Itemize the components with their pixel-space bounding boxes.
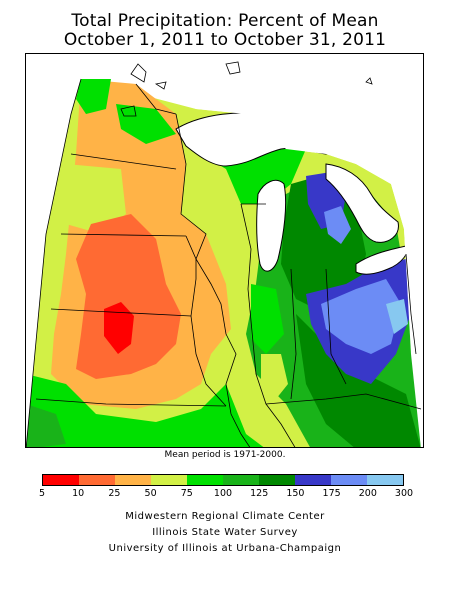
color-legend <box>42 474 404 486</box>
legend-swatch <box>151 475 187 485</box>
state-borders <box>26 78 422 447</box>
legend-swatch <box>223 475 259 485</box>
region-oh-cyan <box>386 299 408 334</box>
region-mn-light <box>66 164 126 234</box>
lake-michigan <box>256 179 287 272</box>
map-title-line2: October 1, 2011 to October 31, 2011 <box>63 30 387 50</box>
out-left <box>26 54 81 447</box>
region-red <box>104 302 134 354</box>
region-east-dark <box>281 174 366 314</box>
legend-swatch <box>115 475 151 485</box>
legend-swatch <box>187 475 223 485</box>
region-north-green <box>116 104 176 144</box>
map-title-line1: Total Precipitation: Percent of Mean <box>71 11 379 31</box>
lake-huron <box>325 163 399 243</box>
region-central-green <box>251 284 284 354</box>
legend-label: 75 <box>180 488 193 499</box>
region-dark-orange <box>76 214 181 379</box>
legend-label: 300 <box>394 488 414 499</box>
mean-period-note: Mean period is 1971-2000. <box>164 450 286 460</box>
legend-swatch <box>331 475 367 485</box>
credit-line-1: Midwestern Regional Climate Center <box>125 511 325 522</box>
canada-area <box>136 54 423 229</box>
legend-label: 50 <box>144 488 157 499</box>
legend-label: 10 <box>72 488 85 499</box>
region-nw-green <box>76 79 111 114</box>
legend-label: 175 <box>322 488 341 499</box>
legend-labels: 5 10 25 50 75 100 125 150 175 200 300 <box>0 488 450 500</box>
legend-label: 125 <box>250 488 269 499</box>
legend-label: 100 <box>213 488 233 499</box>
region-mi-lightblue <box>324 206 351 244</box>
legend-swatch <box>43 475 79 485</box>
region-oh-lightblue <box>321 279 401 354</box>
legend-label: 150 <box>286 488 305 499</box>
legend-swatch <box>295 475 331 485</box>
region-central-light <box>261 354 288 399</box>
legend-swatch <box>79 475 115 485</box>
canada-lakes <box>120 61 373 117</box>
region-sw-darkgreen <box>26 404 66 447</box>
lake-erie <box>355 245 408 275</box>
region-south-green <box>26 374 264 447</box>
credit-line-3: University of Illinois at Urbana-Champai… <box>108 543 342 554</box>
legend-label: 5 <box>38 488 46 499</box>
legend-swatch <box>367 475 403 485</box>
legend-label: 200 <box>358 488 377 499</box>
legend-label: 25 <box>108 488 121 499</box>
precipitation-map <box>25 53 424 448</box>
credit-line-2: Illinois State Water Survey <box>152 527 298 538</box>
legend-swatch <box>259 475 295 485</box>
